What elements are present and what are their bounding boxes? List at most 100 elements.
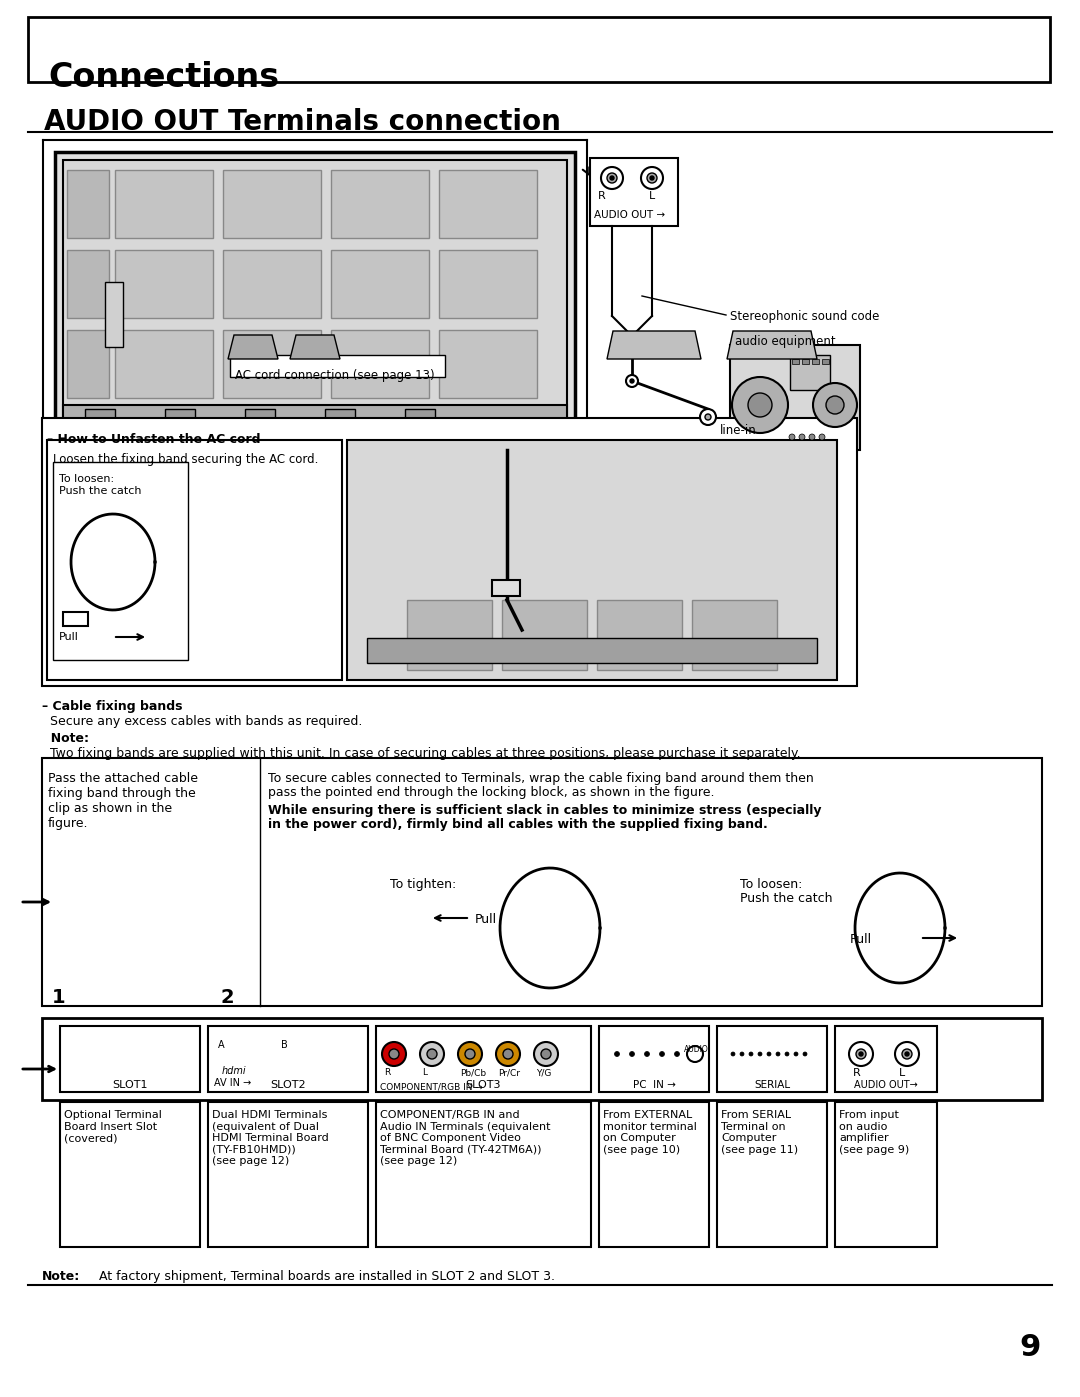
Circle shape: [642, 168, 663, 189]
Text: SLOT2: SLOT2: [270, 1080, 306, 1090]
Text: L: L: [899, 1067, 905, 1078]
Bar: [376, 1025, 591, 1092]
Bar: [63, 612, 87, 626]
Bar: [245, 409, 275, 434]
Bar: [730, 345, 860, 450]
Bar: [53, 462, 188, 659]
Circle shape: [813, 383, 858, 427]
Circle shape: [687, 1046, 703, 1062]
Circle shape: [856, 1049, 866, 1059]
Text: SLOT3: SLOT3: [465, 1080, 501, 1090]
Polygon shape: [727, 331, 816, 359]
Bar: [330, 330, 429, 398]
Text: – Cable fixing bands: – Cable fixing bands: [42, 700, 183, 712]
Circle shape: [849, 1042, 873, 1066]
Bar: [367, 638, 816, 664]
Bar: [114, 250, 213, 319]
Bar: [67, 170, 109, 237]
Bar: [438, 330, 537, 398]
Circle shape: [626, 374, 638, 387]
Circle shape: [748, 393, 772, 416]
Text: 1: 1: [52, 988, 66, 1007]
Bar: [42, 418, 858, 686]
Text: Loosen the fixing band securing the AC cord.: Loosen the fixing band securing the AC c…: [53, 453, 319, 467]
Bar: [325, 409, 355, 434]
Bar: [208, 1102, 368, 1248]
Text: Secure any excess cables with bands as required.: Secure any excess cables with bands as r…: [42, 715, 363, 728]
Bar: [502, 599, 588, 671]
Circle shape: [610, 176, 615, 180]
Bar: [42, 1018, 1042, 1099]
Polygon shape: [291, 335, 340, 359]
Bar: [67, 250, 109, 319]
Bar: [330, 250, 429, 319]
Text: L: L: [649, 191, 656, 201]
Bar: [347, 440, 837, 680]
Polygon shape: [607, 331, 701, 359]
Text: Note:: Note:: [42, 1270, 80, 1282]
Text: 9: 9: [1020, 1333, 1041, 1362]
Text: L: L: [422, 1067, 427, 1077]
Bar: [330, 170, 429, 237]
Circle shape: [541, 1049, 551, 1059]
Text: Pull: Pull: [475, 914, 497, 926]
Circle shape: [465, 1049, 475, 1059]
Circle shape: [382, 1042, 406, 1066]
Text: To loosen:: To loosen:: [740, 877, 802, 891]
Circle shape: [607, 173, 617, 183]
Circle shape: [767, 1052, 771, 1056]
Bar: [42, 759, 1042, 1006]
Bar: [85, 409, 114, 434]
Circle shape: [630, 379, 634, 383]
Text: PC  IN →: PC IN →: [633, 1080, 675, 1090]
Text: To secure cables connected to Terminals, wrap the cable fixing band around them : To secure cables connected to Terminals,…: [268, 773, 813, 785]
Bar: [692, 599, 777, 671]
Circle shape: [785, 1052, 789, 1056]
Text: AUDIO OUT Terminals connection: AUDIO OUT Terminals connection: [44, 108, 561, 136]
Bar: [60, 1102, 200, 1248]
Circle shape: [859, 1052, 863, 1056]
Bar: [812, 359, 819, 365]
Bar: [492, 580, 519, 597]
Circle shape: [777, 1052, 780, 1056]
Circle shape: [750, 1052, 753, 1056]
Text: COMPONENT/RGB IN and
Audio IN Terminals (equivalent
of BNC Component Video
Termi: COMPONENT/RGB IN and Audio IN Terminals …: [380, 1111, 551, 1166]
Text: SERIAL: SERIAL: [754, 1080, 791, 1090]
Text: Pull: Pull: [59, 631, 79, 643]
Bar: [222, 250, 321, 319]
Text: R: R: [384, 1067, 390, 1077]
Text: Two fixing bands are supplied with this unit. In case of securing cables at thre: Two fixing bands are supplied with this …: [42, 747, 800, 760]
Bar: [599, 1102, 708, 1248]
Circle shape: [731, 1052, 735, 1056]
Text: AUDIO OUT→: AUDIO OUT→: [854, 1080, 918, 1090]
Text: Push the catch: Push the catch: [59, 486, 141, 496]
Circle shape: [826, 395, 843, 414]
Bar: [802, 359, 809, 365]
Text: AUDIO: AUDIO: [684, 1045, 708, 1053]
Text: While ensuring there is sufficient slack in cables to minimize stress (especiall: While ensuring there is sufficient slack…: [268, 805, 822, 817]
Text: pass the pointed end through the locking block, as shown in the figure.: pass the pointed end through the locking…: [268, 787, 715, 799]
Bar: [376, 1102, 591, 1248]
Bar: [590, 158, 678, 226]
Circle shape: [660, 1052, 664, 1056]
Bar: [789, 355, 831, 390]
Text: Stereophonic sound code: Stereophonic sound code: [730, 310, 879, 323]
Circle shape: [600, 168, 623, 189]
Text: hdmi: hdmi: [222, 1066, 246, 1076]
Circle shape: [819, 434, 825, 440]
Circle shape: [389, 1049, 399, 1059]
Text: From input
on audio
amplifier
(see page 9): From input on audio amplifier (see page …: [839, 1111, 909, 1155]
Text: AUDIO OUT →: AUDIO OUT →: [594, 210, 665, 219]
Circle shape: [905, 1052, 909, 1056]
Text: 2: 2: [220, 988, 233, 1007]
Bar: [63, 161, 567, 439]
Text: To loosen:: To loosen:: [59, 474, 114, 483]
Bar: [28, 17, 1050, 82]
Text: COMPONENT/RGB IN →: COMPONENT/RGB IN →: [380, 1083, 483, 1091]
Text: B: B: [281, 1039, 287, 1051]
Bar: [222, 170, 321, 237]
Circle shape: [675, 1052, 679, 1056]
Bar: [438, 250, 537, 319]
Circle shape: [804, 1052, 807, 1056]
Bar: [835, 1102, 937, 1248]
